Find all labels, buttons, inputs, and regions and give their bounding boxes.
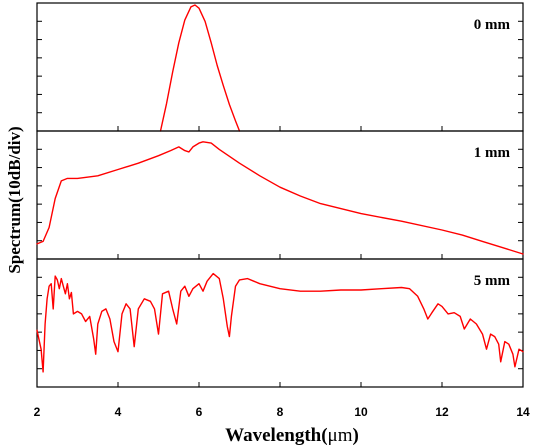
x-axis-label-unit: μm	[328, 425, 353, 445]
x-tick-label: 12	[435, 405, 449, 419]
panel-1: 1 mm	[36, 130, 524, 260]
panel-label-2: 5 mm	[474, 273, 511, 289]
panel-label-0: 0 mm	[474, 17, 511, 33]
panel-0: 0 mm	[36, 2, 524, 132]
chart-panels: 0 mm 1 mm 5 mm	[36, 2, 524, 388]
x-axis-label-suffix: )	[353, 425, 359, 445]
x-axis-label: Wavelength(μm)	[225, 425, 359, 445]
x-tick-label: 2	[34, 405, 41, 419]
spectrum-line-0	[159, 4, 241, 132]
panel-frame	[36, 2, 524, 132]
x-tick-label: 14	[516, 405, 530, 419]
spectrum-line-2	[36, 272, 524, 373]
panel-frame	[36, 258, 524, 388]
x-tick-label: 10	[354, 405, 368, 419]
spectrum-line-1	[36, 141, 524, 255]
panel-label-1: 1 mm	[474, 145, 511, 161]
x-tick-label: 4	[115, 405, 122, 419]
y-axis-label: Spectrum(10dB/div)	[5, 126, 24, 273]
x-axis-label-prefix: Wavelength(	[225, 425, 327, 445]
x-axis: 2 4 6 8 10 12 14	[34, 405, 530, 419]
x-tick-label: 6	[196, 405, 203, 419]
panel-frame	[36, 130, 524, 260]
panel-2: 5 mm	[36, 258, 524, 388]
x-tick-label: 8	[277, 405, 284, 419]
